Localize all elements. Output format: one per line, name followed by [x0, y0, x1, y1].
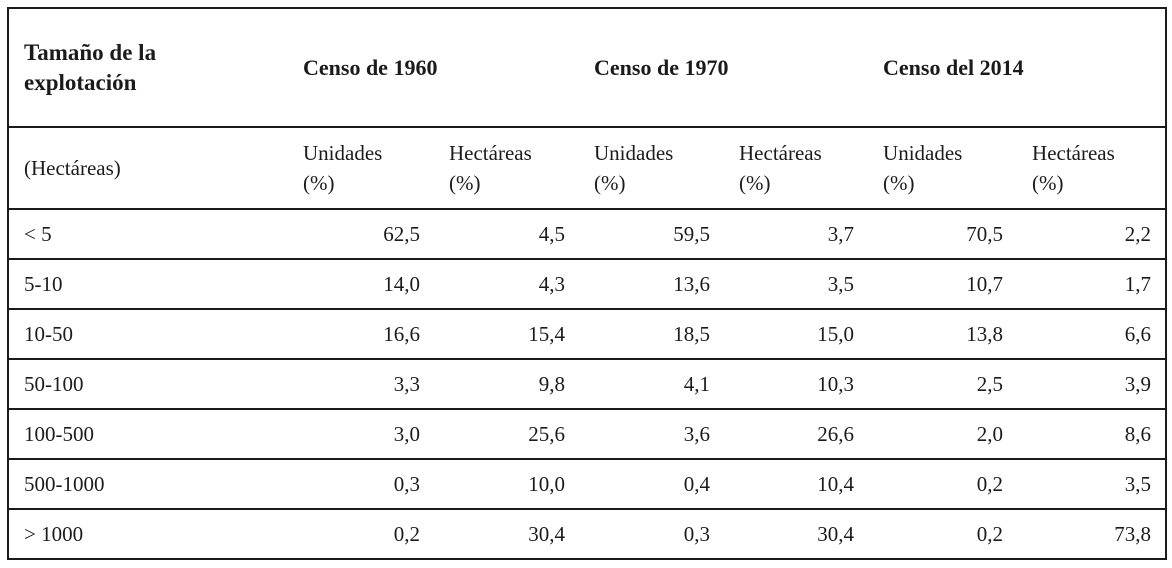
- subheader-line1: Unidades: [883, 140, 963, 165]
- row-label: 5-10: [8, 258, 288, 309]
- cell-1960-unidades: 0,3: [288, 458, 434, 509]
- subheader-1970-unidades: Unidades (%): [579, 126, 725, 209]
- cell-2014-unidades: 0,2: [868, 458, 1018, 509]
- census-2014-header: Censo del 2014: [868, 8, 1166, 127]
- row-label: < 5: [8, 208, 288, 259]
- table-row: 5-10 14,0 4,3 13,6 3,5 10,7 1,7: [8, 258, 1167, 309]
- cell-1970-hectareas: 30,4: [724, 508, 869, 559]
- row-label: 50-100: [8, 358, 288, 409]
- table-row: 10-50 16,6 15,4 18,5 15,0 13,8 6,6: [8, 308, 1167, 359]
- cell-1960-hectareas: 25,6: [434, 408, 580, 459]
- subheader-line1: Hectáreas: [739, 140, 822, 165]
- cell-1960-hectareas: 4,3: [434, 258, 580, 309]
- table-row: 50-100 3,3 9,8 4,1 10,3 2,5 3,9: [8, 358, 1167, 409]
- cell-1960-unidades: 3,0: [288, 408, 434, 459]
- cell-1960-unidades: 62,5: [288, 208, 434, 259]
- cell-1970-hectareas: 3,5: [724, 258, 869, 309]
- cell-2014-hectareas: 8,6: [1017, 408, 1167, 459]
- cell-1970-unidades: 0,4: [579, 458, 725, 509]
- header-row-subtitles: (Hectáreas) Unidades (%) Hectáreas (%) U…: [8, 126, 1167, 209]
- table-row: < 5 62,5 4,5 59,5 3,7 70,5 2,2: [8, 208, 1167, 259]
- subheader-line1: Hectáreas: [449, 140, 532, 165]
- subheader-1970-hectareas: Hectáreas (%): [724, 126, 869, 209]
- row-label: 500-1000: [8, 458, 288, 509]
- cell-1960-hectareas: 15,4: [434, 308, 580, 359]
- census-2014-label: Censo del 2014: [883, 54, 1024, 80]
- cell-2014-hectareas: 1,7: [1017, 258, 1167, 309]
- cell-2014-hectareas: 6,6: [1017, 308, 1167, 359]
- cell-1970-unidades: 59,5: [579, 208, 725, 259]
- table-row: 500-1000 0,3 10,0 0,4 10,4 0,2 3,5: [8, 458, 1167, 509]
- cell-1960-unidades: 16,6: [288, 308, 434, 359]
- subheader-line2: (%): [739, 171, 771, 195]
- subheader-line2: (%): [883, 171, 915, 195]
- table-row: > 1000 0,2 30,4 0,3 30,4 0,2 73,8: [8, 508, 1167, 559]
- corner-subtitle-cell: (Hectáreas): [8, 126, 288, 209]
- row-label: 10-50: [8, 308, 288, 359]
- row-label: 100-500: [8, 408, 288, 459]
- cell-1960-unidades: 14,0: [288, 258, 434, 309]
- cell-1970-unidades: 3,6: [579, 408, 725, 459]
- subheader-line1: Unidades: [303, 140, 383, 165]
- header-row-titles: Tamaño de la explotación Censo de 1960 C…: [8, 8, 1166, 127]
- cell-1970-hectareas: 3,7: [724, 208, 869, 259]
- cell-2014-unidades: 13,8: [868, 308, 1018, 359]
- row-label: > 1000: [8, 508, 288, 559]
- cell-2014-hectareas: 2,2: [1017, 208, 1167, 259]
- cell-1970-hectareas: 15,0: [724, 308, 869, 359]
- cell-1970-unidades: 18,5: [579, 308, 725, 359]
- subheader-1960-unidades: Unidades (%): [288, 126, 434, 209]
- subheader-2014-unidades: Unidades (%): [868, 126, 1018, 209]
- subheader-line1: Hectáreas: [1032, 140, 1115, 165]
- census-table: Tamaño de la explotación Censo de 1960 C…: [7, 7, 1168, 560]
- subheader-line2: (%): [303, 171, 335, 195]
- cell-1970-hectareas: 10,3: [724, 358, 869, 409]
- cell-2014-unidades: 2,5: [868, 358, 1018, 409]
- cell-2014-unidades: 2,0: [868, 408, 1018, 459]
- table-title: Tamaño de la explotación: [24, 40, 157, 95]
- subheader-line2: (%): [449, 171, 481, 195]
- cell-2014-unidades: 70,5: [868, 208, 1018, 259]
- census-1960-header: Censo de 1960: [288, 8, 579, 127]
- subheader-1960-hectareas: Hectáreas (%): [434, 126, 580, 209]
- cell-1960-hectareas: 9,8: [434, 358, 580, 409]
- cell-1960-unidades: 0,2: [288, 508, 434, 559]
- census-1970-header: Censo de 1970: [579, 8, 868, 127]
- census-1960-label: Censo de 1960: [303, 54, 438, 80]
- cell-1960-unidades: 3,3: [288, 358, 434, 409]
- subheader-line1: Unidades: [594, 140, 674, 165]
- cell-1970-unidades: 0,3: [579, 508, 725, 559]
- cell-2014-unidades: 10,7: [868, 258, 1018, 309]
- hectareas-unit-note: (Hectáreas): [24, 155, 121, 180]
- cell-1970-hectareas: 26,6: [724, 408, 869, 459]
- census-1970-label: Censo de 1970: [594, 54, 729, 80]
- table-row: 100-500 3,0 25,6 3,6 26,6 2,0 8,6: [8, 408, 1167, 459]
- cell-1970-unidades: 13,6: [579, 258, 725, 309]
- cell-1960-hectareas: 4,5: [434, 208, 580, 259]
- corner-title-cell: Tamaño de la explotación: [8, 8, 288, 127]
- cell-2014-hectareas: 3,9: [1017, 358, 1167, 409]
- cell-1960-hectareas: 30,4: [434, 508, 580, 559]
- subheader-2014-hectareas: Hectáreas (%): [1017, 126, 1167, 209]
- cell-2014-hectareas: 3,5: [1017, 458, 1167, 509]
- cell-1960-hectareas: 10,0: [434, 458, 580, 509]
- cell-1970-hectareas: 10,4: [724, 458, 869, 509]
- cell-1970-unidades: 4,1: [579, 358, 725, 409]
- subheader-line2: (%): [1032, 171, 1064, 195]
- cell-2014-hectareas: 73,8: [1017, 508, 1167, 559]
- cell-2014-unidades: 0,2: [868, 508, 1018, 559]
- subheader-line2: (%): [594, 171, 626, 195]
